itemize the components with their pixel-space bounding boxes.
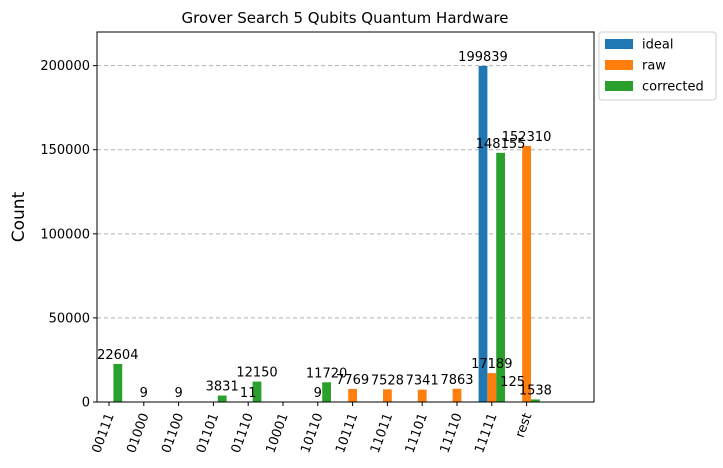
grid-lines xyxy=(97,65,594,319)
x-tick-label: 01110 xyxy=(229,411,257,455)
data-label-corrected-11111: 148155 xyxy=(476,137,526,152)
bar-corrected-rest xyxy=(531,399,540,402)
data-label-corrected-01101: 3831 xyxy=(206,380,239,395)
data-label-raw-01110: 11 xyxy=(240,386,257,401)
bar-raw-11011 xyxy=(383,389,392,402)
y-tick-label: 50000 xyxy=(49,311,90,326)
x-tick-label: 01101 xyxy=(194,411,222,455)
x-tick-label: 01000 xyxy=(124,411,152,455)
legend-label-corrected: corrected xyxy=(642,80,704,95)
data-label-corrected-00111: 22604 xyxy=(97,348,138,363)
bar-corrected-01110 xyxy=(252,381,262,402)
bar-raw-11110 xyxy=(452,388,462,402)
x-tick-label: 11101 xyxy=(403,411,431,455)
x-tick-label: 10111 xyxy=(333,411,361,455)
bar-raw-10111 xyxy=(348,388,357,402)
y-tick-label: 100000 xyxy=(40,227,90,242)
x-tick-label: 01100 xyxy=(159,411,187,455)
legend-label-ideal: ideal xyxy=(642,38,673,53)
data-label-raw-01000: 9 xyxy=(140,386,148,401)
data-label-ideal-11111: 199839 xyxy=(458,50,508,65)
bar-corrected-11111 xyxy=(496,152,505,402)
data-label-corrected-01110: 12150 xyxy=(236,366,277,381)
x-tick-label: 10110 xyxy=(298,411,326,455)
legend-label-raw: raw xyxy=(642,59,666,74)
x-tick-label: 11011 xyxy=(368,411,396,455)
plot-frame xyxy=(96,31,595,403)
legend-swatch-raw xyxy=(605,60,633,70)
data-label-extra-raw-rest: 125 xyxy=(500,375,525,390)
bar-ideal-11111 xyxy=(478,65,488,402)
data-label-raw-11011: 7528 xyxy=(371,373,404,388)
y-axis-label: Count xyxy=(9,191,29,242)
data-label-corrected-10110: 11720 xyxy=(306,366,347,381)
y-tick-label: 150000 xyxy=(40,143,90,158)
x-tick-label: 10001 xyxy=(264,411,292,455)
y-tick-label: 0 xyxy=(82,396,90,411)
x-tick-label: 11111 xyxy=(472,411,500,455)
bar-raw-11101 xyxy=(417,389,427,402)
bar-raw-rest xyxy=(522,145,531,402)
data-label-raw-01100: 9 xyxy=(174,386,182,401)
x-tick-label: rest xyxy=(513,411,536,440)
bar-corrected-10110 xyxy=(322,382,331,402)
bar-raw-11111 xyxy=(487,373,497,402)
data-label-raw-11110: 7863 xyxy=(440,373,473,388)
legend: ideal raw corrected xyxy=(598,31,717,101)
bars-layer xyxy=(113,65,540,402)
legend-swatch-ideal xyxy=(605,39,633,49)
chart-title: Grover Search 5 Qubits Quantum Hardware xyxy=(182,9,509,27)
bar-corrected-00111 xyxy=(113,363,123,402)
data-label-raw-11101: 7341 xyxy=(406,374,439,389)
data-label-raw-11111: 17189 xyxy=(471,357,512,372)
data-label-raw-10111: 7769 xyxy=(336,373,369,388)
x-tick-label: 00111 xyxy=(90,411,118,455)
x-tick-label: 11110 xyxy=(438,411,466,455)
data-label-raw-rest: 152310 xyxy=(502,130,552,145)
data-label-corrected-rest: 1538 xyxy=(519,383,552,398)
bar-corrected-01101 xyxy=(217,395,227,402)
legend-swatch-corrected xyxy=(605,81,633,91)
y-tick-label: 200000 xyxy=(40,59,90,74)
data-label-raw-10110: 9 xyxy=(314,386,322,401)
